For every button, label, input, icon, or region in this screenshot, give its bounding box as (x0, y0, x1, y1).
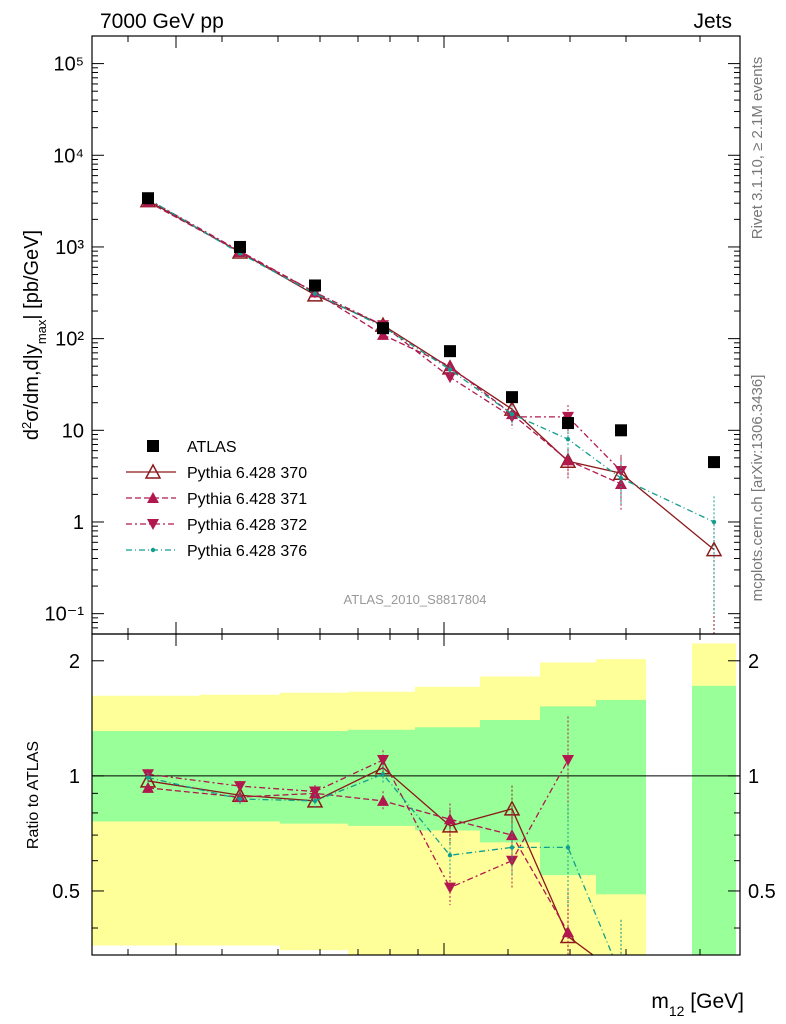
legend-marker-5 (150, 547, 156, 553)
main-pythia-6-428-372-point-5 (444, 372, 456, 384)
ratio-pythia-6-428-372-point-4 (377, 755, 389, 767)
ratio-pythia-6-428-376-point-1 (145, 775, 151, 780)
atlas-point-4 (377, 322, 389, 335)
green-band-8 (596, 699, 646, 895)
main-pythia-6-428-371-point-4 (377, 328, 389, 340)
main-pythia-6-428-371-point-7 (562, 454, 574, 466)
atlas-point-8 (615, 424, 627, 437)
legend-label-3: Pythia 6.428 371 (187, 491, 307, 508)
main-pythia-6-428-370-point-7 (559, 452, 577, 468)
legend-label-1: ATLAS (187, 439, 237, 456)
ratio-pythia-6-428-371-point-1 (142, 781, 154, 793)
ratio-pythia-6-428-372-point-7 (562, 755, 574, 767)
ratio-pythia-6-428-376-point-3 (312, 798, 318, 804)
ratio-pythia-6-428-376-point-5 (447, 853, 453, 858)
main-ytick-label-7: 10⁵ (53, 54, 84, 76)
ratio-pythia-6-428-370-point-6 (503, 800, 521, 816)
ratio-ytick-label-left-2: 1 (69, 766, 80, 788)
ratio-uncertainty-bands (92, 643, 736, 955)
legend: ATLAS Pythia 6.428 370 Pythia 6.428 371 Pyt… (126, 439, 307, 560)
ratio-ytick-label-right-3: 2 (748, 651, 759, 673)
tick-labels: 10⁻¹ 1 10 10² 10³ 10⁴ 10⁵ 0.5 0.5 1 1 2 2 (45, 54, 776, 903)
ratio-pythia-6-428-371-point-6 (506, 829, 518, 841)
ratio-pythia-6-428-372-point-5 (444, 882, 456, 894)
ratio-ytick-label-left-1: 0.5 (52, 881, 80, 903)
green-band-3 (280, 731, 348, 824)
atlas-point-6 (506, 391, 518, 404)
atlas-point-9 (708, 456, 720, 469)
main-pythia-6-428-372-line (147, 198, 622, 472)
ratio-ylabel: Ratio to ATLAS (25, 741, 42, 849)
ratio-pythia-6-428-376-point-7 (565, 845, 571, 850)
main-ytick-label-1: 10⁻¹ (45, 604, 85, 626)
ratio-pythia-6-428-376-point-6 (509, 845, 515, 850)
ratio-pythia-6-428-371-point-2 (234, 791, 246, 803)
legend-label-2: Pythia 6.428 370 (187, 465, 307, 482)
main-ytick-label-6: 10⁴ (53, 145, 84, 167)
main-pythia-6-428-376-point-6 (509, 411, 515, 417)
main-ytick-label-4: 10² (55, 329, 84, 351)
legend-marker-1 (147, 440, 159, 452)
ratio-pythia-6-428-376-line (147, 773, 614, 955)
green-band-4 (348, 729, 415, 826)
main-pythia-6-428-376-point-9 (711, 519, 717, 525)
ratio-ytick-label-right-2: 1 (748, 766, 759, 788)
green-band-5 (415, 727, 480, 831)
ratio-pythia-6-428-370-point-8 (614, 969, 628, 982)
atlas-point-5 (444, 345, 456, 358)
ratio-ytick-label-left-3: 2 (69, 651, 80, 673)
mcplots-credit-label: mcplots.cern.ch [arXiv:1306.3436] (749, 375, 766, 602)
main-ytick-label-5: 10³ (55, 237, 84, 259)
ratio-pythia-6-428-371-point-5 (444, 813, 456, 825)
analysis-watermark: ATLAS_2010_S8817804 (344, 592, 487, 607)
main-pythia-6-428-376-point-7 (565, 436, 571, 442)
green-band-9 (692, 685, 736, 955)
main-pythia-6-428-376-point-8 (618, 476, 624, 481)
ratio-pythia-6-428-371-point-4 (377, 794, 389, 806)
main-series (139, 192, 723, 634)
ratio-pythia-6-428-376-point-4 (380, 772, 386, 777)
ratio-ytick-label-right-1: 0.5 (748, 881, 776, 903)
ratio-pythia-6-428-376-point-8 (619, 974, 623, 978)
ratio-pythia-6-428-371-point-7 (562, 926, 574, 938)
ratio-pythia-6-428-372-point-3 (309, 786, 321, 798)
ratio-series (139, 716, 628, 982)
legend-marker-3 (147, 492, 159, 503)
main-pythia-6-428-376-point-3 (312, 291, 318, 296)
main-pythia-6-428-376-point-5 (447, 367, 453, 372)
main-pythia-6-428-370-point-9 (705, 540, 723, 557)
rivet-version-label: Rivet 3.1.10, ≥ 2.1M events (749, 57, 766, 240)
green-band-6 (480, 720, 540, 843)
atlas-point-7 (562, 417, 574, 430)
legend-label-5: Pythia 6.428 376 (187, 543, 307, 560)
axes (91, 35, 741, 956)
ratio-pythia-6-428-376-point-2 (237, 796, 243, 802)
legend-label-4: Pythia 6.428 372 (187, 517, 307, 534)
main-ylabel: d2σ/dm,d|ymax| [pb/GeV] (19, 230, 49, 440)
legend-marker-2 (144, 463, 162, 479)
ratio-pythia-6-428-372-point-1 (142, 769, 154, 781)
atlas-point-1 (142, 192, 154, 205)
legend-marker-4 (147, 519, 159, 530)
header-right-label: Jets (693, 10, 732, 33)
main-ytick-label-2: 1 (73, 512, 84, 534)
atlas-point-3 (309, 279, 321, 292)
atlas-point-2 (234, 240, 246, 253)
main-ytick-label-3: 10 (62, 420, 84, 442)
x-axis-label: m12 [GeV] (651, 990, 744, 1019)
header-left-label: 7000 GeV pp (100, 10, 224, 33)
ratio-pythia-6-428-372-point-2 (234, 781, 246, 793)
ratio-frame (91, 633, 741, 956)
